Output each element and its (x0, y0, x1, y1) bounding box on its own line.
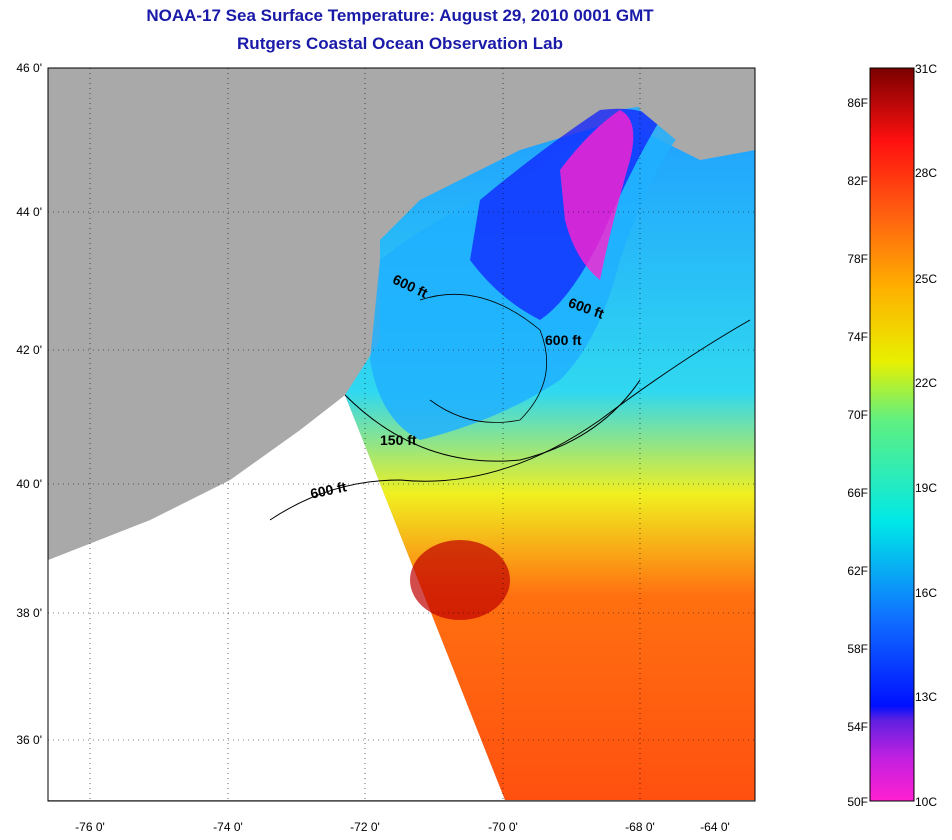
lat-label: 36 0' (16, 733, 42, 747)
warm-water-patch (410, 540, 510, 620)
lon-label: -64 0' (700, 820, 730, 834)
map-frame (47, 67, 756, 802)
colorbar (869, 67, 915, 802)
lon-label: -76 0' (75, 820, 105, 834)
colorbar-c-label: 22C (915, 376, 938, 390)
colorbar-f-label: 62F (847, 564, 868, 578)
map-title: NOAA-17 Sea Surface Temperature: August … (146, 6, 654, 25)
colorbar-f-label: 66F (847, 486, 868, 500)
lon-label: -68 0' (625, 820, 655, 834)
colorbar-f-label: 86F (847, 96, 868, 110)
map-subtitle: Rutgers Coastal Ocean Observation Lab (237, 34, 563, 53)
colorbar-f-label: 78F (847, 252, 868, 266)
lat-label: 46 0' (16, 61, 42, 75)
colorbar-f-label: 58F (847, 642, 868, 656)
colorbar-c-label: 19C (915, 481, 938, 495)
colorbar-f-label: 50F (847, 795, 868, 809)
depth-contour-line (269, 319, 751, 521)
depth-contour-line (419, 293, 548, 423)
graticule (48, 68, 755, 801)
coldest-water-patch (560, 110, 634, 280)
lon-label: -70 0' (488, 820, 518, 834)
lon-label: -74 0' (213, 820, 243, 834)
colorbar-f-label: 70F (847, 408, 868, 422)
lat-label: 42 0' (16, 343, 42, 357)
colorbar-c-label: 25C (915, 272, 938, 286)
depth-contour-line (344, 379, 641, 462)
lat-label: 40 0' (16, 477, 42, 491)
colorbar-f-label: 82F (847, 174, 868, 188)
colorbar-c-label: 28C (915, 166, 938, 180)
colorbar-c-label: 13C (915, 690, 938, 704)
colorbar-c-label: 16C (915, 586, 938, 600)
coastal-land (48, 370, 345, 560)
lat-label: 38 0' (16, 606, 42, 620)
colorbar-f-label: 74F (847, 330, 868, 344)
colorbar-f-label: 54F (847, 720, 868, 734)
no-data-swath (48, 395, 505, 800)
colorbar-c-label: 10C (915, 795, 938, 809)
colorbar-c-label: 31C (915, 62, 938, 76)
lat-label: 44 0' (16, 205, 42, 219)
lon-label: -72 0' (350, 820, 380, 834)
land-northeast (620, 68, 755, 160)
